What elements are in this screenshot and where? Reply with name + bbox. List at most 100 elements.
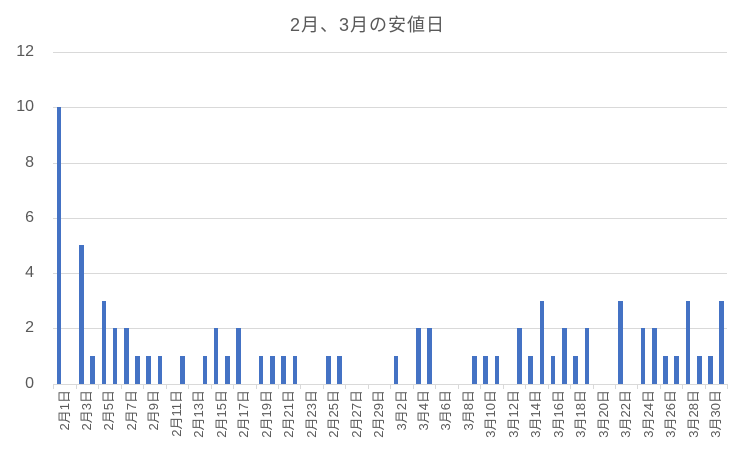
x-axis-tick-mark	[502, 383, 504, 389]
gridline	[53, 217, 728, 219]
x-axis-tick-label: 3月20日	[595, 390, 611, 438]
chart-title: 2月、3月の安値日	[289, 15, 446, 35]
x-axis-tick-label: 2月27日	[348, 390, 364, 438]
chart-bar	[539, 300, 545, 384]
y-axis-tick-label: 4	[25, 264, 34, 281]
x-axis-tick-label: 2月5日	[101, 390, 117, 431]
x-axis-tick-label: 2月7日	[123, 390, 139, 431]
chart-bar	[584, 328, 590, 384]
chart-bar	[135, 355, 140, 384]
x-axis-tick-mark	[255, 383, 257, 389]
chart-bar	[494, 355, 500, 384]
x-axis-tick-label: 2月3日	[79, 390, 94, 431]
x-axis-tick-mark	[53, 383, 55, 389]
chart-bar	[483, 355, 489, 384]
chart-bar	[180, 355, 185, 384]
chart-bar	[708, 355, 713, 384]
y-axis-tick-label: 8	[25, 153, 34, 171]
chart-bar	[685, 300, 691, 384]
x-axis-tick-label: 3月16日	[550, 390, 566, 438]
x-axis-tick-mark	[345, 383, 347, 389]
x-axis-tick-label: 2月17日	[236, 390, 252, 438]
x-axis-tick-mark	[300, 383, 302, 389]
x-axis-tick-mark	[210, 383, 212, 389]
x-axis-tick-label: 2月29日	[371, 390, 387, 438]
chart-bar	[225, 355, 230, 384]
x-axis-tick-label: 2月21日	[281, 390, 297, 438]
x-axis-tick-mark	[592, 383, 594, 389]
x-axis-tick-mark	[614, 383, 616, 389]
chart-bar	[202, 355, 208, 384]
chart-bar	[146, 355, 152, 384]
chart-bar	[393, 355, 399, 384]
x-axis-tick-mark	[98, 383, 100, 389]
chart-bar	[292, 355, 298, 384]
x-axis-tick-mark	[525, 383, 527, 389]
chart-bar	[618, 300, 623, 384]
y-axis-tick-label: 0	[25, 374, 34, 392]
x-axis-tick-mark	[165, 383, 167, 389]
x-axis-tick-label: 3月24日	[640, 390, 656, 438]
gridline	[53, 162, 728, 164]
chart-bar	[472, 355, 477, 384]
x-axis-tick-mark	[457, 383, 459, 389]
x-axis-tick-mark	[367, 383, 369, 389]
chart-bar	[124, 328, 129, 384]
y-axis-tick-label: 6	[25, 208, 34, 226]
chart-bar	[528, 355, 533, 384]
y-axis-tick-label: 12	[16, 43, 34, 60]
x-axis-tick-label: 2月19日	[258, 390, 274, 438]
chart-bar	[258, 355, 264, 384]
chart-bar	[79, 245, 84, 384]
x-axis-tick-mark	[188, 383, 190, 389]
x-axis-tick-mark	[547, 383, 549, 389]
chart-bar	[90, 355, 95, 384]
chart-bar	[663, 355, 668, 384]
x-axis-tick-mark	[570, 383, 572, 389]
x-axis-tick-label: 2月15日	[213, 390, 229, 438]
chart-bar	[696, 355, 702, 384]
chart-bar	[719, 300, 724, 384]
x-axis-tick-mark	[277, 383, 279, 389]
x-axis-tick-label: 2月13日	[191, 390, 207, 438]
x-axis-tick-label: 3月12日	[505, 390, 521, 438]
x-axis-tick-mark	[637, 383, 639, 389]
chart-bar	[112, 328, 118, 384]
gridline	[53, 107, 728, 109]
chart-bar	[427, 328, 432, 384]
chart-bar	[157, 355, 163, 384]
x-axis-tick-mark	[412, 383, 414, 389]
x-axis-tick-label: 2月23日	[303, 390, 319, 438]
chart-bar	[326, 355, 331, 384]
chart-bar	[573, 355, 578, 384]
x-axis-tick-label: 3月30日	[708, 390, 724, 438]
x-axis-tick-mark	[75, 383, 77, 389]
x-axis-tick-mark	[682, 383, 684, 389]
chart-bar	[416, 328, 421, 384]
x-axis-tick-mark	[659, 383, 661, 389]
x-axis-tick-label: 3月14日	[528, 390, 544, 438]
x-axis-tick-mark	[233, 383, 235, 389]
gridline	[53, 273, 728, 274]
y-axis-tick-label: 10	[16, 98, 34, 116]
x-axis-tick-mark	[390, 383, 392, 389]
chart-bar	[337, 355, 343, 384]
x-axis-tick-label: 3月4日	[416, 390, 431, 431]
gridline	[53, 52, 728, 53]
chart-bar	[281, 355, 286, 384]
x-axis-tick-label: 2月1日	[56, 390, 72, 431]
chart-bar	[674, 355, 680, 384]
gridline	[53, 328, 728, 330]
chart-bar	[517, 328, 522, 384]
y-axis-tick-label: 2	[25, 319, 34, 337]
x-axis-tick-label: 3月10日	[483, 390, 499, 438]
x-axis-tick-label: 3月26日	[663, 390, 679, 438]
chart-bar	[640, 328, 646, 384]
x-axis-tick-mark	[143, 383, 145, 389]
chart-bar	[56, 107, 62, 384]
chart-bar	[550, 355, 556, 384]
x-axis-tick-mark	[704, 383, 706, 389]
x-axis-tick-label: 2月25日	[326, 390, 342, 438]
chart-bar	[101, 300, 107, 384]
x-axis-tick-label: 3月8日	[460, 390, 476, 431]
